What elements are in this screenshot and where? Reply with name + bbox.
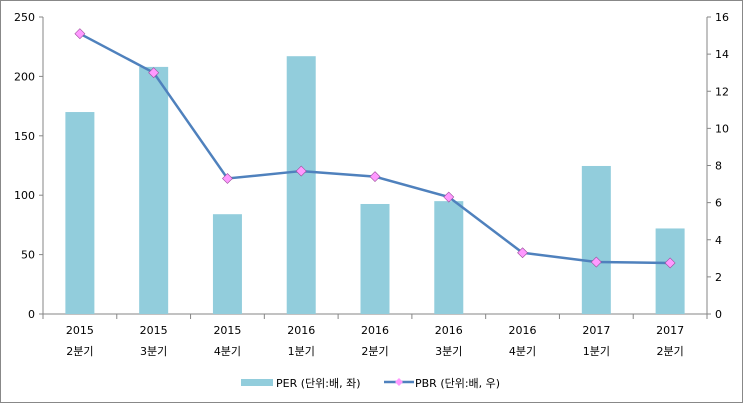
right-tick-label: 10 xyxy=(715,122,729,135)
x-tick-label: 2분기 xyxy=(656,345,683,358)
marker-pbr xyxy=(74,28,86,40)
x-tick-label: 1분기 xyxy=(288,345,315,358)
bar-per xyxy=(212,214,242,314)
legend-marker-pbr xyxy=(395,378,403,386)
left-tick-label: 50 xyxy=(21,249,35,262)
x-tick-label: 2016 xyxy=(287,324,315,337)
x-tick-label: 2015 xyxy=(213,324,241,337)
bar-per xyxy=(286,56,316,314)
left-tick-label: 0 xyxy=(28,308,35,321)
right-tick-label: 2 xyxy=(715,271,722,284)
left-tick-label: 200 xyxy=(14,70,35,83)
x-tick-label: 3분기 xyxy=(435,345,462,358)
x-tick-label: 2015 xyxy=(66,324,94,337)
marker-pbr xyxy=(517,247,528,259)
x-tick-label: 2017 xyxy=(582,324,610,337)
x-tick-label: 2017 xyxy=(656,324,684,337)
marker-pbr xyxy=(664,257,676,269)
x-tick-label: 4분기 xyxy=(509,345,536,358)
right-tick-label: 16 xyxy=(715,11,729,24)
marker-pbr xyxy=(590,256,602,268)
left-tick-label: 250 xyxy=(14,11,35,24)
x-tick-label: 2015 xyxy=(140,324,168,337)
x-tick-label: 3분기 xyxy=(140,345,167,358)
x-tick-label: 2016 xyxy=(435,324,463,337)
left-tick-label: 100 xyxy=(14,189,35,202)
marker-pbr xyxy=(222,173,233,184)
right-tick-label: 12 xyxy=(715,85,729,98)
marker-pbr xyxy=(369,171,381,183)
right-tick-label: 4 xyxy=(715,234,722,247)
left-tick-label: 150 xyxy=(14,130,35,143)
bar-per xyxy=(139,66,169,315)
x-tick-label: 4분기 xyxy=(214,345,241,358)
right-tick-label: 14 xyxy=(715,48,729,61)
x-tick-label: 1분기 xyxy=(583,345,610,358)
marker-pbr xyxy=(148,67,160,79)
x-tick-label: 2016 xyxy=(361,324,389,337)
x-tick-label: 2분기 xyxy=(361,345,388,358)
right-tick-label: 6 xyxy=(715,197,722,210)
legend-label-pbr: PBR (단위:배, 우) xyxy=(415,377,500,390)
x-tick-label: 2분기 xyxy=(66,345,93,358)
legend-label-per: PER (단위:배, 좌) xyxy=(276,377,361,390)
legend-swatch-per xyxy=(241,379,273,386)
right-tick-label: 0 xyxy=(715,308,722,321)
x-tick-label: 2016 xyxy=(509,324,537,337)
bar-per xyxy=(655,228,685,314)
bar-per xyxy=(581,165,611,314)
bar-per xyxy=(360,203,390,314)
bar-per xyxy=(434,201,464,314)
marker-pbr xyxy=(443,191,455,203)
right-tick-label: 8 xyxy=(715,160,722,173)
bar-per xyxy=(65,112,95,314)
marker-pbr xyxy=(295,165,307,177)
